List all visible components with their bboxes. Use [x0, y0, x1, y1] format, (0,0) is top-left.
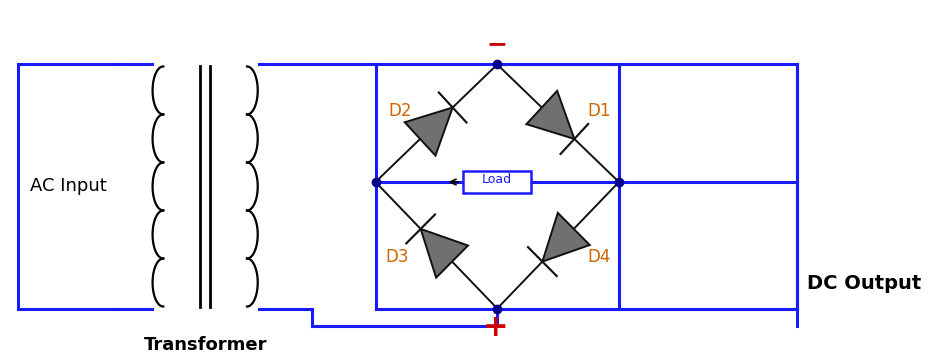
- Text: −: −: [486, 32, 507, 56]
- Polygon shape: [542, 213, 589, 262]
- Text: D3: D3: [385, 248, 408, 266]
- Polygon shape: [526, 91, 574, 139]
- FancyBboxPatch shape: [463, 171, 531, 193]
- Polygon shape: [404, 107, 452, 156]
- Text: AC Input: AC Input: [30, 178, 107, 195]
- Text: Load: Load: [481, 173, 512, 186]
- Text: DC Output: DC Output: [806, 274, 920, 293]
- Text: D4: D4: [587, 248, 611, 266]
- Text: Transformer: Transformer: [143, 336, 266, 355]
- Text: D2: D2: [388, 102, 412, 120]
- Text: +: +: [482, 313, 508, 341]
- Text: D1: D1: [587, 102, 611, 120]
- Polygon shape: [420, 229, 467, 278]
